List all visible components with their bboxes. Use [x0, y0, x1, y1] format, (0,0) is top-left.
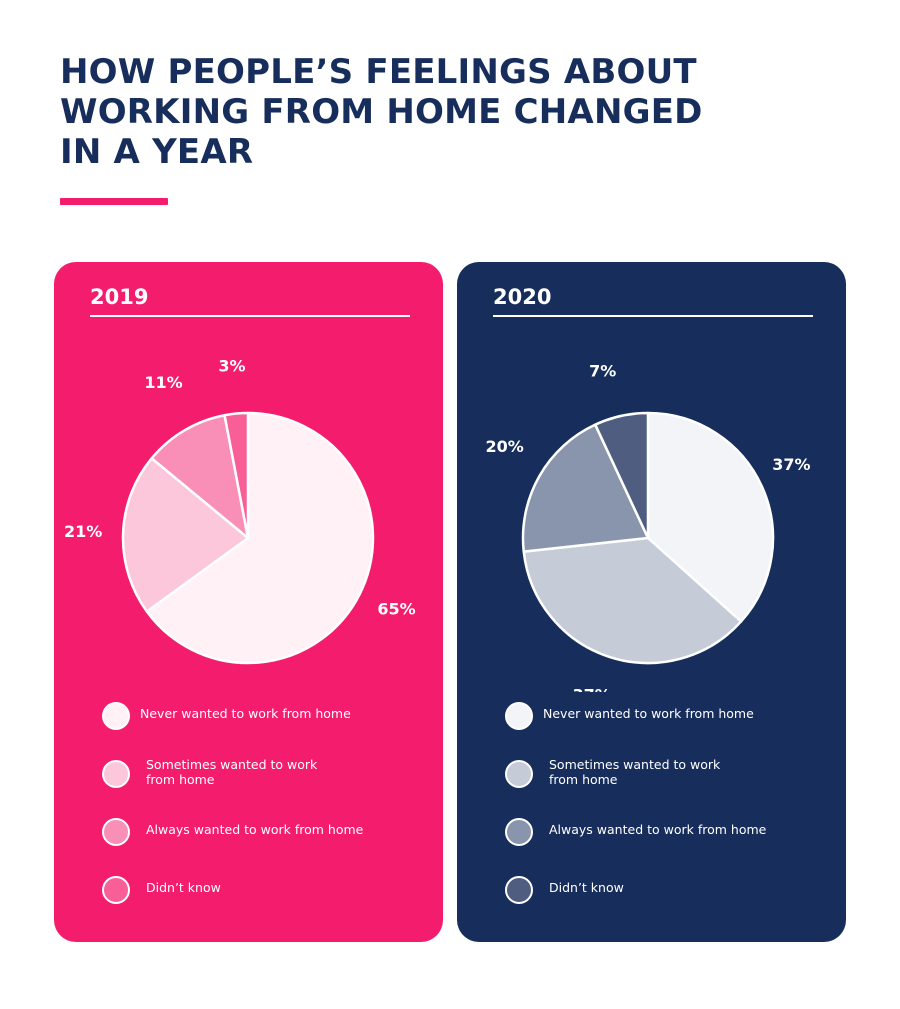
legend-item: Never wanted to work from home	[102, 694, 412, 752]
legend-label-line: Sometimes wanted to work	[549, 757, 721, 772]
pie-slice	[594, 411, 650, 540]
legend-swatch	[102, 702, 130, 730]
legend-item: Always wanted to work from home	[102, 810, 412, 868]
pie-slice	[223, 411, 250, 540]
legend-item: Never wanted to work from home	[505, 694, 815, 752]
title-line-1: HOW PEOPLE’S FEELINGS ABOUT	[60, 52, 697, 92]
pie-slice	[646, 411, 775, 623]
title-accent-bar	[60, 198, 168, 205]
pie-chart-2020: 37% 37% 20% 7%	[485, 362, 810, 693]
legend-label-line: from home	[549, 772, 618, 787]
pie-slice	[521, 423, 650, 553]
legend-swatch	[505, 702, 533, 730]
pie-data-label: 20%	[485, 437, 523, 456]
chart-title: 2019	[90, 285, 149, 309]
pie-chart-2019: 65% 21% 11% 3%	[64, 356, 416, 665]
pie-data-label: 37%	[572, 685, 610, 692]
legend-label: Always wanted to work from home	[549, 822, 767, 837]
legend-item: Didn’t know	[102, 868, 412, 926]
legend-label: Didn’t know	[549, 880, 624, 895]
legend-2020: Never wanted to work from home Sometimes…	[505, 694, 815, 926]
legend-label: Never wanted to work from home	[543, 706, 754, 721]
legend-swatch	[102, 818, 130, 846]
legend-label: Never wanted to work from home	[140, 706, 351, 721]
legend-item: Always wanted to work from home	[505, 810, 815, 868]
pie-data-label: 3%	[218, 356, 245, 375]
legend-label: Sometimes wanted to work from home	[146, 757, 361, 787]
title-line-2: WORKING FROM HOME CHANGED	[60, 92, 703, 132]
title-line-3: IN A YEAR	[60, 132, 254, 172]
pie-data-label: 37%	[772, 455, 810, 474]
pie-slice	[150, 413, 250, 540]
legend-label: Didn’t know	[146, 880, 221, 895]
pie-data-label: 65%	[377, 600, 415, 619]
legend-item: Sometimes wanted to work from home	[102, 752, 412, 810]
chart-title-rule	[90, 315, 410, 317]
pie-data-label: 11%	[144, 373, 182, 392]
pie-slice	[145, 411, 375, 665]
legend-item: Sometimes wanted to work from home	[505, 752, 815, 810]
legend-swatch	[102, 760, 130, 788]
legend-swatch	[505, 876, 533, 904]
pie-data-label: 21%	[64, 522, 102, 541]
legend-label-line: Sometimes wanted to work	[146, 757, 318, 772]
legend-label: Always wanted to work from home	[146, 822, 364, 837]
legend-swatch	[505, 818, 533, 846]
pie-slice	[121, 457, 250, 613]
chart-panel-2019: 2019 65% 21% 11% 3% Never wanted to work fr…	[54, 262, 443, 942]
pie-data-label: 7%	[589, 362, 616, 381]
legend-item: Didn’t know	[505, 868, 815, 926]
chart-panel-2020: 2020 37% 37% 20% 7% Never wanted to work fr…	[457, 262, 846, 942]
legend-swatch	[505, 760, 533, 788]
pie-slice	[522, 536, 743, 665]
legend-label: Sometimes wanted to work from home	[549, 757, 764, 787]
legend-swatch	[102, 876, 130, 904]
chart-title: 2020	[493, 285, 552, 309]
chart-title-rule	[493, 315, 813, 317]
page-title: HOW PEOPLE’S FEELINGS ABOUT WORKING FROM…	[60, 52, 850, 172]
legend-label-line: from home	[146, 772, 215, 787]
legend-2019: Never wanted to work from home Sometimes…	[102, 694, 412, 926]
